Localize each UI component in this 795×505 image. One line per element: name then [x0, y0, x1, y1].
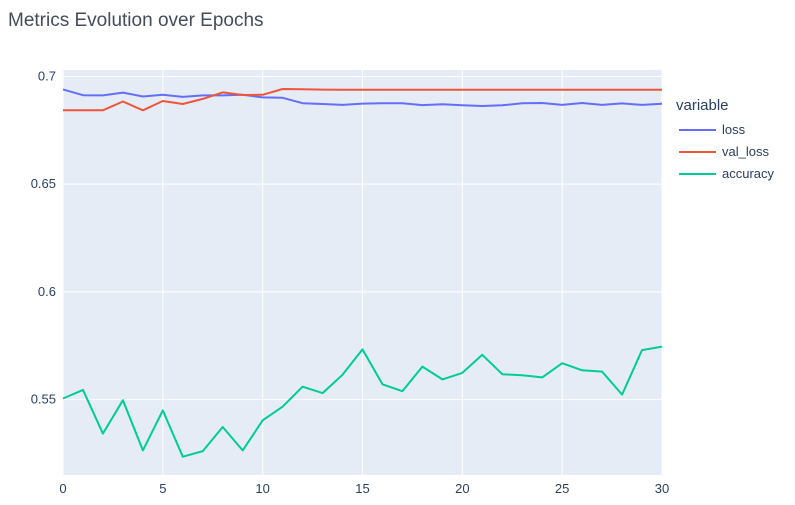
y-axis-ticks: 0.55 0.6 0.65 0.7: [31, 68, 56, 406]
legend-label-accuracy: accuracy: [722, 166, 775, 181]
series-line-val_loss: [63, 88, 662, 112]
legend: variable loss val_loss accuracy: [676, 97, 775, 181]
x-tick-label: 20: [455, 481, 469, 496]
x-tick-label: 15: [355, 481, 369, 496]
y-tick-label: 0.6: [38, 284, 56, 299]
y-tick-label: 0.7: [38, 68, 56, 83]
grid-lines: [62, 70, 663, 475]
y-tick-label: 0.65: [31, 176, 56, 191]
series-line-loss: [62, 88, 663, 107]
chart-title: Metrics Evolution over Epochs: [8, 10, 264, 31]
x-tick-label: 0: [59, 481, 66, 496]
x-tick-label: 5: [159, 481, 166, 496]
legend-title: variable: [676, 97, 729, 114]
y-tick-label: 0.55: [31, 392, 56, 407]
x-tick-label: 30: [655, 481, 669, 496]
x-tick-label: 25: [555, 481, 569, 496]
legend-label-loss: loss: [722, 122, 746, 137]
x-axis-ticks: 0 5 10 15 20 25 30: [59, 481, 669, 496]
x-tick-label: 10: [255, 481, 269, 496]
series-line-accuracy: [62, 345, 663, 458]
legend-label-val_loss: val_loss: [722, 144, 769, 159]
series-lines: [62, 88, 663, 458]
